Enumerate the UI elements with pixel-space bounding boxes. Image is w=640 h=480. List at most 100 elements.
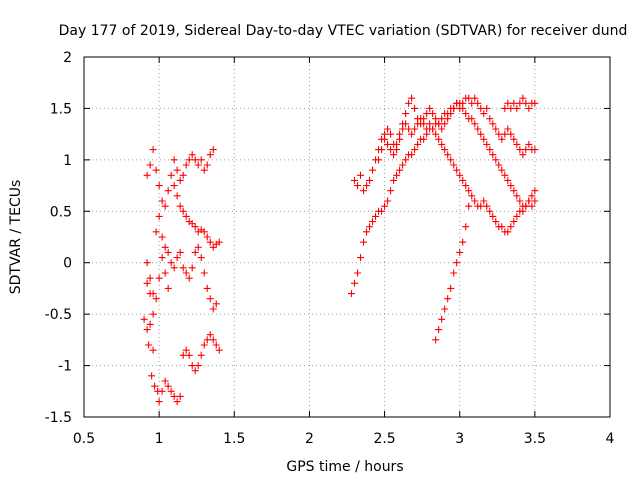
data-point bbox=[200, 166, 208, 174]
data-point bbox=[212, 341, 220, 349]
data-point bbox=[152, 228, 160, 236]
data-point bbox=[441, 305, 449, 313]
x-tick-label: 2 bbox=[305, 431, 314, 447]
data-point bbox=[366, 176, 374, 184]
data-point bbox=[420, 135, 428, 143]
data-point bbox=[417, 120, 425, 128]
data-point bbox=[161, 202, 169, 210]
data-point bbox=[197, 254, 205, 262]
data-point bbox=[471, 94, 479, 102]
y-axis-label: SDTVAR / TECUs bbox=[8, 180, 24, 295]
data-point bbox=[432, 130, 440, 138]
data-point bbox=[456, 104, 464, 112]
data-point bbox=[149, 146, 157, 154]
data-point bbox=[501, 104, 509, 112]
data-point bbox=[477, 202, 485, 210]
data-point bbox=[357, 254, 365, 262]
data-point bbox=[146, 274, 154, 282]
data-point bbox=[185, 274, 193, 282]
data-point bbox=[429, 110, 437, 118]
data-point bbox=[402, 156, 410, 164]
data-point bbox=[453, 99, 461, 107]
data-point bbox=[179, 171, 187, 179]
data-point bbox=[510, 99, 518, 107]
data-point bbox=[143, 171, 151, 179]
data-point bbox=[528, 192, 536, 200]
data-point bbox=[522, 99, 530, 107]
data-point bbox=[483, 202, 491, 210]
data-point bbox=[396, 130, 404, 138]
data-point bbox=[215, 346, 223, 354]
data-point bbox=[149, 310, 157, 318]
data-point bbox=[170, 392, 178, 400]
data-point bbox=[453, 259, 461, 267]
data-point bbox=[528, 202, 536, 210]
data-point bbox=[483, 140, 491, 148]
data-point bbox=[212, 300, 220, 308]
data-point bbox=[203, 161, 211, 169]
data-point bbox=[170, 156, 178, 164]
data-point bbox=[405, 99, 413, 107]
y-tick-label: -1 bbox=[58, 359, 72, 375]
data-point bbox=[173, 192, 181, 200]
data-point bbox=[170, 182, 178, 190]
data-point bbox=[143, 279, 151, 287]
data-point bbox=[459, 238, 467, 246]
data-point bbox=[206, 295, 214, 303]
data-point bbox=[507, 182, 515, 190]
data-point bbox=[200, 269, 208, 277]
data-point bbox=[182, 269, 190, 277]
data-point bbox=[498, 223, 506, 231]
data-point bbox=[164, 248, 172, 256]
data-point bbox=[519, 207, 527, 215]
data-point bbox=[492, 156, 500, 164]
data-point bbox=[203, 336, 211, 344]
data-point bbox=[206, 238, 214, 246]
data-point bbox=[489, 151, 497, 159]
data-point bbox=[185, 351, 193, 359]
data-point bbox=[399, 120, 407, 128]
data-point bbox=[146, 161, 154, 169]
data-point bbox=[462, 110, 470, 118]
data-point bbox=[176, 202, 184, 210]
x-tick-label: 4 bbox=[606, 431, 615, 447]
y-tick-label: 0 bbox=[63, 256, 72, 272]
data-point bbox=[522, 202, 530, 210]
data-point bbox=[167, 259, 175, 267]
data-point bbox=[408, 151, 416, 159]
data-point bbox=[182, 161, 190, 169]
data-point bbox=[450, 161, 458, 169]
data-point bbox=[372, 212, 380, 220]
data-point bbox=[438, 315, 446, 323]
data-point bbox=[435, 135, 443, 143]
data-point bbox=[393, 171, 401, 179]
data-point bbox=[206, 331, 214, 339]
data-point bbox=[423, 110, 431, 118]
data-point bbox=[369, 166, 377, 174]
data-point bbox=[477, 130, 485, 138]
x-tick-label: 1 bbox=[155, 431, 164, 447]
data-point bbox=[194, 161, 202, 169]
data-point bbox=[173, 398, 181, 406]
data-point bbox=[414, 140, 422, 148]
data-point bbox=[507, 223, 515, 231]
data-point bbox=[465, 94, 473, 102]
data-point bbox=[161, 377, 169, 385]
data-point bbox=[531, 146, 539, 154]
data-point bbox=[152, 166, 160, 174]
data-point bbox=[170, 264, 178, 272]
data-point bbox=[384, 140, 392, 148]
data-point bbox=[486, 146, 494, 154]
data-point bbox=[149, 290, 157, 298]
y-tick-label: 1.5 bbox=[50, 101, 72, 117]
data-point bbox=[510, 135, 518, 143]
data-point bbox=[200, 341, 208, 349]
data-point bbox=[179, 264, 187, 272]
data-point bbox=[209, 336, 217, 344]
data-point bbox=[384, 125, 392, 133]
y-tick-label: -1.5 bbox=[45, 410, 72, 426]
data-point bbox=[420, 115, 428, 123]
data-point bbox=[179, 351, 187, 359]
data-point bbox=[525, 104, 533, 112]
